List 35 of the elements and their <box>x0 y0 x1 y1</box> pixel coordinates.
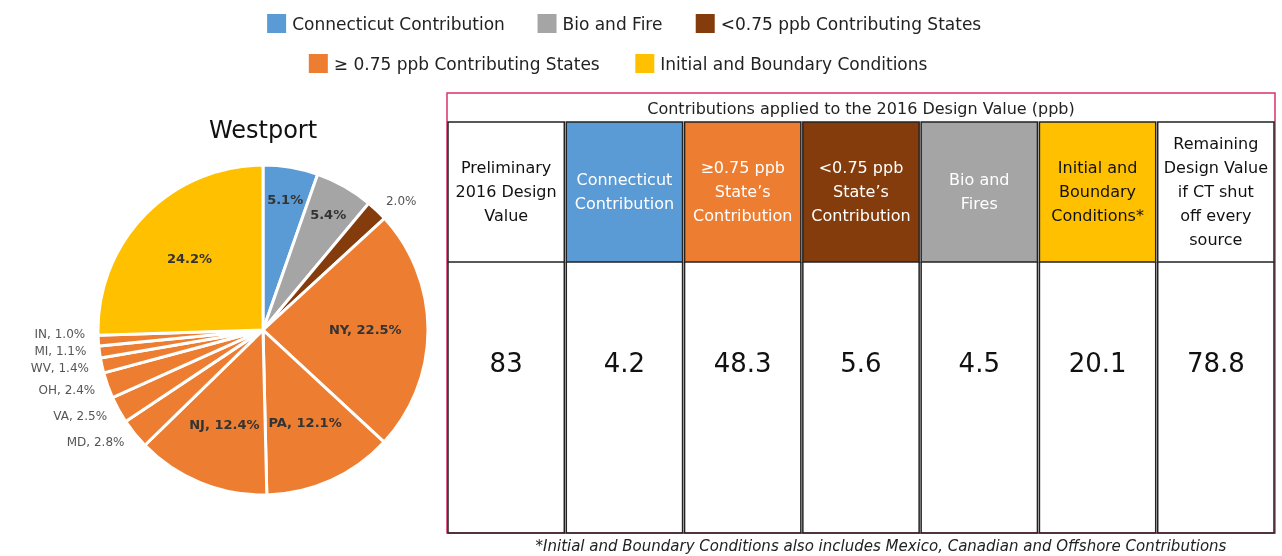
slice-label: NJ, 12.4% <box>189 416 260 432</box>
category-label: <0.75 ppb State’s Contribution <box>811 158 911 225</box>
data-label: 20.1 <box>1068 348 1127 378</box>
data-label: 48.3 <box>713 348 772 378</box>
data-label: 5.4% <box>310 207 347 223</box>
slice-label: VA, 2.5% <box>53 409 108 424</box>
text: Westport <box>208 116 318 144</box>
slice-label: OH, 2.4% <box>38 382 96 397</box>
category-label: Bio and Fires <box>949 170 1010 213</box>
slice-label: IN, 1.0% <box>34 327 86 342</box>
text: Contributions applied to the 2016 Design Value (ppb) <box>647 99 1075 118</box>
slice-label: NY, 22.5% <box>328 322 402 338</box>
text: *Initial and Boundary Conditions also includes Mexico, Canadian and Offshore Contributions <box>535 537 1227 555</box>
data-label: 4.2 <box>603 348 646 378</box>
data-label: 4.5 <box>958 348 1000 378</box>
data-label: 5.1% <box>267 191 304 207</box>
data-label: 5.6 <box>840 348 882 378</box>
slice-label: MD, 2.8% <box>66 435 125 450</box>
legend-label: Initial and Boundary Conditions <box>660 54 928 74</box>
category-label: ≥0.75 ppb State’s Contribution <box>693 158 793 225</box>
category-label: Remaining Design Value if CT shut off every source <box>1163 134 1268 249</box>
data-label: 2.0% <box>385 194 417 209</box>
legend-label: <0.75 ppb Contributing States <box>720 14 982 34</box>
legend-label: Connecticut Contribution <box>292 14 505 34</box>
slice-label: MI, 1.1% <box>34 344 87 359</box>
legend-label: Bio and Fire <box>562 14 663 34</box>
category-label: Initial and Boundary Conditions* <box>1051 158 1144 225</box>
text: ≥ 0.75 ppb Contributing States <box>333 54 600 74</box>
data-label: 83 <box>489 348 523 378</box>
data-label: 78.8 <box>1186 348 1245 378</box>
slice-label: WV, 1.4% <box>30 361 89 376</box>
data-label: 24.2% <box>166 250 213 266</box>
category-label: Preliminary 2016 Design Value <box>455 158 557 225</box>
category-label: Connecticut Contribution <box>574 170 675 213</box>
slice-label: PA, 12.1% <box>268 415 342 431</box>
